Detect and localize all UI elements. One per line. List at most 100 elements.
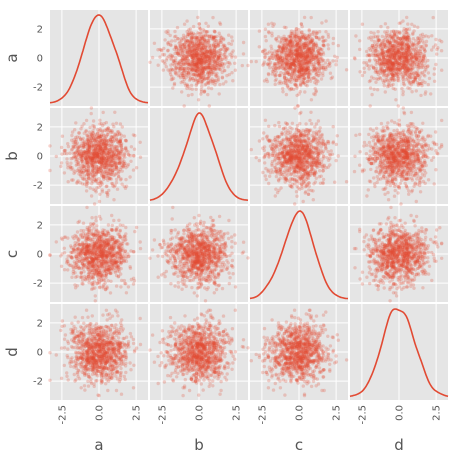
scatter-point: [207, 71, 212, 75]
scatter-point: [318, 62, 322, 66]
scatter-point: [185, 32, 190, 37]
scatter-point: [293, 106, 297, 110]
scatter-point: [274, 73, 278, 77]
scatter-point: [167, 54, 171, 59]
scatter-point: [176, 50, 180, 55]
scatter-point: [315, 35, 319, 40]
scatter-point: [198, 27, 202, 31]
scatter-point: [204, 54, 208, 58]
scatter-point: [212, 58, 216, 62]
scatter-point: [313, 173, 317, 178]
scatter-point: [213, 59, 217, 63]
scatter-point: [415, 71, 419, 76]
scatter-point: [194, 55, 198, 60]
scatter-point: [308, 118, 312, 123]
scatter-point: [69, 156, 73, 161]
scatter-point: [209, 54, 213, 58]
scatter-point: [266, 22, 271, 26]
scatter-point: [300, 156, 304, 161]
scatter-point: [186, 62, 191, 66]
scatter-point: [318, 126, 322, 130]
scatter-point: [182, 54, 186, 58]
scatter-point: [197, 46, 201, 50]
scatter-point: [72, 155, 77, 159]
scatter-point: [197, 58, 201, 62]
scatter-point: [117, 160, 122, 165]
scatter-point: [112, 125, 116, 129]
scatter-point: [418, 40, 422, 44]
scatter-point: [389, 77, 393, 81]
scatter-point: [196, 66, 200, 71]
scatter-point: [432, 72, 436, 76]
scatter-point: [69, 161, 73, 165]
scatter-point: [119, 133, 124, 137]
scatter-point: [217, 54, 222, 58]
scatter-point: [366, 64, 371, 68]
scatter-point: [78, 152, 82, 156]
scatter-point: [102, 172, 106, 176]
scatter-point: [217, 55, 222, 60]
scatter-point: [370, 43, 375, 48]
scatter-point: [426, 82, 430, 87]
scatter-point: [186, 39, 191, 43]
scatter-point: [114, 177, 119, 182]
scatter-point: [195, 69, 199, 73]
scatter-point: [385, 29, 390, 34]
scatter-point: [86, 160, 90, 164]
scatter-point: [195, 46, 199, 51]
scatter-point: [206, 52, 211, 57]
scatter-point: [172, 81, 177, 86]
scatter-point: [196, 66, 200, 70]
scatter-point: [392, 48, 397, 52]
scatter-point: [66, 180, 70, 184]
scatter-point: [185, 55, 189, 59]
scatter-point: [197, 67, 202, 71]
scatter-point: [318, 141, 322, 146]
scatter-point: [190, 87, 194, 91]
scatter-point: [112, 150, 116, 155]
scatter-point: [186, 54, 190, 59]
scatter-point: [101, 110, 105, 115]
scatter-point: [198, 71, 202, 75]
scatter-point: [307, 29, 311, 33]
scatter-point: [318, 71, 322, 76]
scatter-point: [179, 49, 183, 53]
scatter-point: [191, 67, 195, 71]
scatter-point: [82, 131, 87, 135]
scatter-point: [358, 70, 362, 74]
scatter-point: [191, 60, 195, 64]
scatter-point: [384, 57, 388, 62]
scatter-point: [89, 194, 94, 198]
scatter-point: [195, 37, 199, 41]
scatter-point: [440, 68, 444, 72]
scatter-point: [375, 88, 380, 92]
scatter-point: [296, 50, 301, 54]
scatter-point: [176, 51, 180, 56]
scatter-point: [185, 50, 189, 55]
scatter-point: [223, 50, 228, 54]
scatter-point: [205, 48, 209, 52]
scatter-point: [182, 69, 187, 74]
scatter-point: [208, 66, 212, 70]
scatter-point: [192, 49, 196, 53]
scatter-point: [187, 42, 191, 47]
scatter-point: [202, 39, 206, 43]
scatter-point: [298, 111, 302, 116]
scatter-point: [299, 30, 304, 35]
scatter-point: [197, 22, 201, 26]
scatter-point: [400, 86, 404, 91]
scatter-point: [230, 35, 234, 39]
scatter-point: [295, 40, 299, 44]
scatter-point: [275, 57, 279, 62]
scatter-point: [273, 159, 277, 163]
scatter-point: [200, 56, 204, 60]
scatter-point: [388, 65, 392, 70]
scatter-point: [230, 71, 234, 75]
scatter-point: [420, 63, 424, 68]
scatter-point: [158, 47, 162, 52]
scatter-point: [289, 86, 294, 91]
scatter-point: [185, 56, 190, 60]
scatter-point: [203, 55, 208, 59]
scatter-point: [225, 61, 230, 65]
scatter-point: [197, 58, 202, 63]
